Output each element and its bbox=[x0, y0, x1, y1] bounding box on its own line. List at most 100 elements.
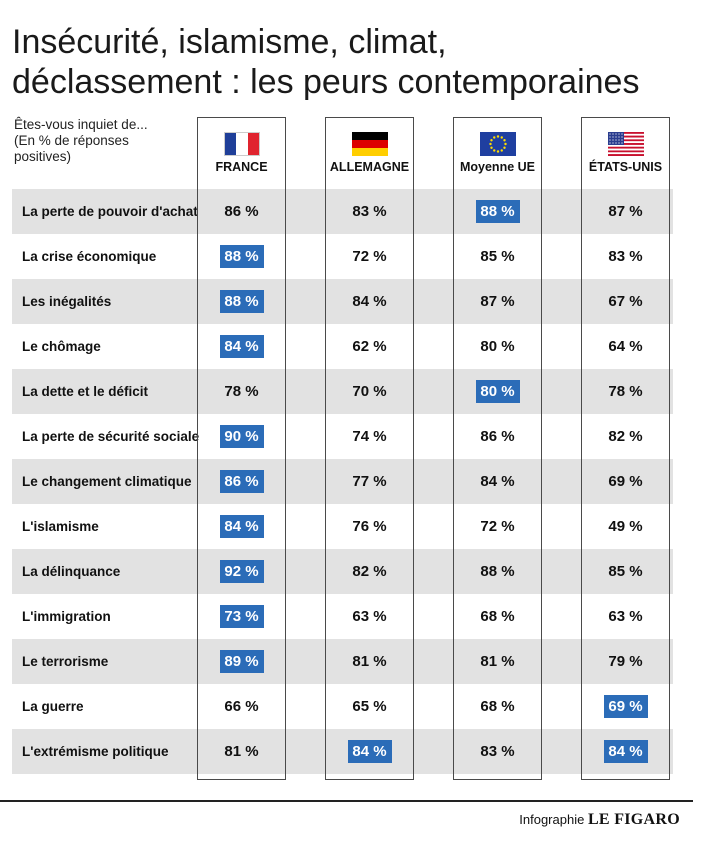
row-label: L'immigration bbox=[22, 609, 111, 624]
value-cell: 65 % bbox=[352, 698, 387, 715]
column-frame bbox=[581, 117, 670, 780]
footer-divider bbox=[0, 800, 693, 802]
row-label: Le changement climatique bbox=[22, 474, 192, 489]
row-label: Les inégalités bbox=[22, 294, 112, 309]
value-cell: 83 % bbox=[352, 203, 387, 220]
column-frame bbox=[325, 117, 414, 780]
brand-logo: LE FIGARO bbox=[587, 811, 680, 828]
value-cell: 81 % bbox=[480, 653, 515, 670]
row-label: La perte de sécurité sociale bbox=[22, 429, 200, 444]
table-row: La perte de sécurité sociale 90 % 74 % 86 %… bbox=[12, 414, 673, 459]
column-frame bbox=[197, 117, 286, 780]
column-name: ÉTATS-UNIS bbox=[588, 160, 663, 174]
table-row: L'immigration 73 % 63 % 68 % 63 % bbox=[12, 594, 673, 639]
row-label: La crise économique bbox=[22, 249, 157, 264]
credit-label: Infographie bbox=[519, 812, 585, 827]
france-flag-icon bbox=[224, 132, 260, 156]
value-cell-highlighted: 88 % bbox=[475, 200, 520, 223]
value-cell: 67 % bbox=[608, 293, 643, 310]
value-cell: 76 % bbox=[352, 518, 387, 535]
value-cell: 83 % bbox=[480, 743, 515, 760]
value-cell: 68 % bbox=[480, 698, 515, 715]
eu-flag-icon bbox=[480, 132, 516, 156]
subtitle-line-1: Êtes-vous inquiet de... bbox=[14, 117, 148, 132]
value-cell: 64 % bbox=[608, 338, 643, 355]
value-cell-highlighted: 86 % bbox=[219, 470, 264, 493]
column-header: ALLEMAGNE bbox=[325, 128, 414, 180]
column-header: Moyenne UE bbox=[453, 128, 542, 180]
table-row: Les inégalités 88 % 84 % 87 % 67 % bbox=[12, 279, 673, 324]
value-cell: 77 % bbox=[352, 473, 387, 490]
table-row: L'extrémisme politique 81 % 84 % 83 % 84 % bbox=[12, 729, 673, 774]
value-cell: 81 % bbox=[224, 743, 259, 760]
value-cell: 78 % bbox=[608, 383, 643, 400]
table-row: La perte de pouvoir d'achat 86 % 83 % 88 % 8… bbox=[12, 189, 673, 234]
value-cell: 88 % bbox=[480, 563, 515, 580]
value-cell-highlighted: 88 % bbox=[219, 290, 264, 313]
value-cell: 72 % bbox=[352, 248, 387, 265]
value-cell-highlighted: 84 % bbox=[347, 740, 392, 763]
value-cell-highlighted: 88 % bbox=[219, 245, 264, 268]
column-name: ALLEMAGNE bbox=[329, 160, 410, 174]
value-cell: 62 % bbox=[352, 338, 387, 355]
row-label: La dette et le déficit bbox=[22, 384, 149, 399]
value-cell: 49 % bbox=[608, 518, 643, 535]
chart-subtitle: Êtes-vous inquiet de... (En % de réponse… bbox=[14, 117, 194, 165]
value-cell: 82 % bbox=[352, 563, 387, 580]
chart-title: Insécurité, islamisme, climat, déclassem… bbox=[12, 22, 702, 102]
value-cell: 87 % bbox=[608, 203, 643, 220]
row-label: La perte de pouvoir d'achat bbox=[22, 204, 198, 219]
value-cell-highlighted: 80 % bbox=[475, 380, 520, 403]
value-cell: 68 % bbox=[480, 608, 515, 625]
value-cell: 63 % bbox=[608, 608, 643, 625]
table-row: La dette et le déficit 78 % 70 % 80 % 78 % bbox=[12, 369, 673, 414]
row-label: Le chômage bbox=[22, 339, 101, 354]
credit-line: Infographie LE FIGARO bbox=[519, 810, 680, 830]
row-label: La délinquance bbox=[22, 564, 121, 579]
value-cell-highlighted: 73 % bbox=[219, 605, 264, 628]
value-cell: 70 % bbox=[352, 383, 387, 400]
value-cell-highlighted: 92 % bbox=[219, 560, 264, 583]
column-header: ÉTATS-UNIS bbox=[581, 128, 670, 180]
value-cell: 87 % bbox=[480, 293, 515, 310]
value-cell-highlighted: 84 % bbox=[603, 740, 648, 763]
value-cell: 81 % bbox=[352, 653, 387, 670]
title-line-2: déclassement : les peurs contemporaines bbox=[12, 63, 640, 101]
usa-flag-icon bbox=[608, 132, 644, 156]
value-cell: 66 % bbox=[224, 698, 259, 715]
value-cell: 86 % bbox=[224, 203, 259, 220]
table-row: Le chômage 84 % 62 % 80 % 64 % bbox=[12, 324, 673, 369]
subtitle-line-3: positives) bbox=[14, 149, 72, 164]
value-cell: 85 % bbox=[608, 563, 643, 580]
subtitle-line-2: (En % de réponses bbox=[14, 133, 129, 148]
row-label: Le terrorisme bbox=[22, 654, 109, 669]
value-cell: 83 % bbox=[608, 248, 643, 265]
table-row: Le changement climatique 86 % 77 % 84 % 69 % bbox=[12, 459, 673, 504]
value-cell: 80 % bbox=[480, 338, 515, 355]
value-cell: 69 % bbox=[608, 473, 643, 490]
value-cell: 82 % bbox=[608, 428, 643, 445]
value-cell-highlighted: 89 % bbox=[219, 650, 264, 673]
value-cell: 84 % bbox=[352, 293, 387, 310]
value-cell: 86 % bbox=[480, 428, 515, 445]
column-frame bbox=[453, 117, 542, 780]
value-cell-highlighted: 69 % bbox=[603, 695, 648, 718]
value-cell: 74 % bbox=[352, 428, 387, 445]
table-row: La délinquance 92 % 82 % 88 % 85 % bbox=[12, 549, 673, 594]
table-row: L'islamisme 84 % 76 % 72 % 49 % bbox=[12, 504, 673, 549]
value-cell-highlighted: 84 % bbox=[219, 515, 264, 538]
value-cell: 85 % bbox=[480, 248, 515, 265]
table-row: La guerre 66 % 65 % 68 % 69 % bbox=[12, 684, 673, 729]
column-name: Moyenne UE bbox=[459, 160, 535, 174]
row-label: L'extrémisme politique bbox=[22, 744, 169, 759]
table-row: La crise économique 88 % 72 % 85 % 83 % bbox=[12, 234, 673, 279]
value-cell: 63 % bbox=[352, 608, 387, 625]
value-cell: 79 % bbox=[608, 653, 643, 670]
title-line-1: Insécurité, islamisme, climat, bbox=[12, 23, 447, 61]
value-cell: 78 % bbox=[224, 383, 259, 400]
value-cell-highlighted: 90 % bbox=[219, 425, 264, 448]
value-cell: 84 % bbox=[480, 473, 515, 490]
column-header: FRANCE bbox=[197, 128, 286, 180]
row-label: L'islamisme bbox=[22, 519, 99, 534]
value-cell: 72 % bbox=[480, 518, 515, 535]
